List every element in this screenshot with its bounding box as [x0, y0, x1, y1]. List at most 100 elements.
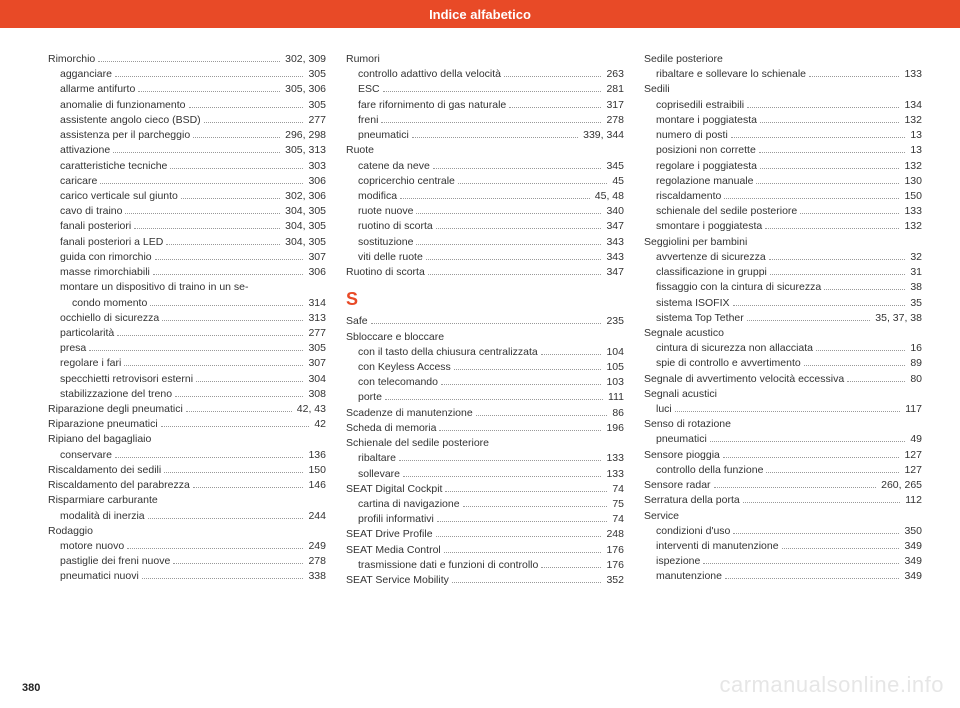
index-entry: guida con rimorchio307	[48, 250, 326, 265]
leader-dots	[189, 107, 304, 108]
index-entry: attivazione305, 313	[48, 143, 326, 158]
index-entry: avvertenze di sicurezza32	[644, 250, 922, 265]
entry-pages: 42	[312, 417, 326, 432]
leader-dots	[441, 384, 601, 385]
leader-dots	[162, 320, 303, 321]
leader-dots	[115, 76, 304, 77]
entry-pages: 349	[902, 554, 922, 569]
entry-pages: 277	[306, 326, 326, 341]
index-entry: riscaldamento 150	[644, 189, 922, 204]
index-entry: particolarità 277	[48, 326, 326, 341]
index-entry: Seggiolini per bambini	[644, 235, 922, 250]
entry-label: controllo della funzione	[656, 463, 763, 478]
entry-label: condo momento	[72, 296, 147, 311]
leader-dots	[181, 198, 280, 199]
leader-dots	[428, 274, 602, 275]
index-entry: montare un dispositivo di traino in un s…	[48, 280, 326, 295]
index-entry: manutenzione349	[644, 569, 922, 584]
entry-pages: 16	[908, 341, 922, 356]
entry-label: Scadenze di manutenzione	[346, 406, 473, 421]
leader-dots	[437, 521, 607, 522]
entry-pages: 313	[306, 311, 326, 326]
entry-label: agganciare	[60, 67, 112, 82]
leader-dots	[371, 323, 602, 324]
index-entry: viti delle ruote343	[346, 250, 624, 265]
entry-label: Segnale di avvertimento velocità eccessi…	[644, 372, 844, 387]
leader-dots	[509, 107, 601, 108]
entry-label: fanali posteriori a LED	[60, 235, 163, 250]
entry-label: riscaldamento	[656, 189, 721, 204]
entry-pages: 132	[902, 219, 922, 234]
entry-pages: 150	[902, 189, 922, 204]
index-entry: condo momento314	[48, 296, 326, 311]
leader-dots	[747, 320, 871, 321]
index-entry: ribaltare e sollevare lo schienale133	[644, 67, 922, 82]
leader-dots	[164, 472, 303, 473]
entry-pages: 249	[306, 539, 326, 554]
page-number: 380	[22, 682, 40, 694]
index-entry: classificazione in gruppi31	[644, 265, 922, 280]
entry-pages: 132	[902, 159, 922, 174]
index-entry: Ruotino di scorta347	[346, 265, 624, 280]
leader-dots	[416, 244, 601, 245]
entry-label: pneumatici	[656, 432, 707, 447]
entry-label: anomalie di funzionamento	[60, 98, 186, 113]
entry-pages: 349	[902, 539, 922, 554]
leader-dots	[148, 518, 304, 519]
index-entry: Segnale di avvertimento velocità eccessi…	[644, 372, 922, 387]
entry-label: pneumatici nuovi	[60, 569, 139, 584]
entry-pages: 305, 313	[283, 143, 326, 158]
leader-dots	[824, 289, 905, 290]
index-entry: Safe235	[346, 314, 624, 329]
entry-label: Rumori	[346, 52, 380, 67]
entry-label: Seggiolini per bambini	[644, 235, 747, 250]
entry-label: montare un dispositivo di traino in un s…	[60, 280, 249, 295]
leader-dots	[193, 137, 280, 138]
entry-label: Ripiano del bagagliaio	[48, 432, 151, 447]
entry-label: particolarità	[60, 326, 114, 341]
leader-dots	[769, 259, 906, 260]
leader-dots	[782, 548, 900, 549]
entry-label: schienale del sedile posteriore	[656, 204, 797, 219]
leader-dots	[458, 183, 607, 184]
index-entry: ruotino di scorta347	[346, 219, 624, 234]
entry-label: fare rifornimento di gas naturale	[358, 98, 506, 113]
index-entry: Riscaldamento dei sedili150	[48, 463, 326, 478]
entry-pages: 132	[902, 113, 922, 128]
index-entry: Rimorchio302, 309	[48, 52, 326, 67]
entry-pages: 111	[606, 390, 624, 405]
leader-dots	[100, 183, 303, 184]
entry-pages: 176	[604, 558, 624, 573]
index-entry: cartina di navigazione75	[346, 497, 624, 512]
index-entry: caratteristiche tecniche303	[48, 159, 326, 174]
entry-pages: 339, 344	[581, 128, 624, 143]
index-entry: porte111	[346, 390, 624, 405]
entry-pages: 196	[604, 421, 624, 436]
entry-label: cintura di sicurezza non allacciata	[656, 341, 813, 356]
entry-label: ispezione	[656, 554, 700, 569]
entry-pages: 278	[604, 113, 624, 128]
index-entry: freni278	[346, 113, 624, 128]
leader-dots	[125, 213, 280, 214]
entry-pages: 306	[306, 174, 326, 189]
leader-dots	[426, 259, 602, 260]
index-entry: assistenza per il parcheggio296, 298	[48, 128, 326, 143]
entry-label: regolare i poggiatesta	[656, 159, 757, 174]
leader-dots	[743, 502, 901, 503]
entry-label: Serratura della porta	[644, 493, 740, 508]
entry-label: cartina di navigazione	[358, 497, 460, 512]
index-entry: fanali posteriori a LED304, 305	[48, 235, 326, 250]
entry-pages: 104	[604, 345, 624, 360]
section-letter: S	[346, 286, 624, 312]
entry-pages: 306	[306, 265, 326, 280]
index-entry: Segnali acustici	[644, 387, 922, 402]
index-entry: controllo adattivo della velocità263	[346, 67, 624, 82]
entry-pages: 278	[306, 554, 326, 569]
entry-pages: 302, 309	[283, 52, 326, 67]
leader-dots	[725, 578, 900, 579]
leader-dots	[127, 548, 303, 549]
entry-label: con Keyless Access	[358, 360, 451, 375]
index-entry: Scadenze di manutenzione86	[346, 406, 624, 421]
index-entry: presa305	[48, 341, 326, 356]
leader-dots	[138, 91, 280, 92]
